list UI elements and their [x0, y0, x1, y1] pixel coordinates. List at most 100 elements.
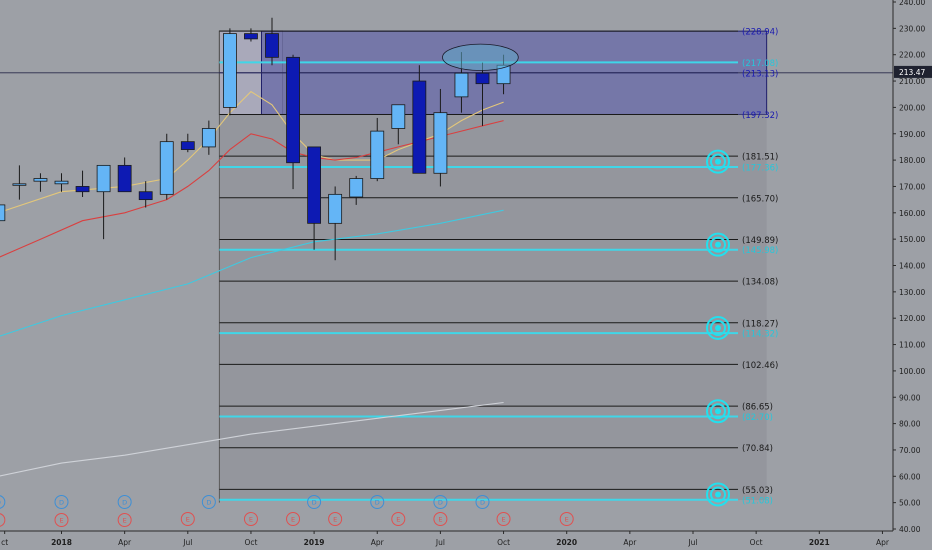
- candle[interactable]: [370, 117, 385, 182]
- dividend-marker[interactable]: D: [307, 495, 322, 509]
- earnings-marker[interactable]: E: [243, 512, 258, 526]
- earnings-circle: [286, 512, 301, 526]
- candle[interactable]: [33, 173, 48, 192]
- earnings-circle: [391, 512, 406, 526]
- earnings-letter: E: [249, 516, 253, 524]
- time-tick-label: Apr: [623, 538, 637, 547]
- candle[interactable]: [433, 88, 448, 187]
- dividend-letter: D: [59, 499, 64, 507]
- dividend-marker[interactable]: D: [433, 495, 448, 509]
- price-tick-label: 200.00: [899, 103, 925, 112]
- price-tick-label: 140.00: [899, 262, 925, 271]
- candle[interactable]: [391, 104, 406, 145]
- candle[interactable]: [75, 170, 90, 197]
- price-tick-label: 40.00: [899, 525, 921, 534]
- candle[interactable]: [349, 175, 364, 205]
- annotations-layer: [442, 43, 519, 71]
- candle-body: [138, 191, 153, 201]
- dividend-circle: [54, 495, 69, 509]
- candle[interactable]: [12, 165, 27, 200]
- candle[interactable]: [138, 181, 153, 208]
- dividend-marker[interactable]: D: [201, 495, 216, 509]
- earnings-marker[interactable]: E: [286, 512, 301, 526]
- level-label: (217.08): [742, 59, 778, 69]
- earnings-circle: [180, 512, 195, 526]
- candle[interactable]: [54, 173, 69, 192]
- candle[interactable]: [328, 186, 343, 261]
- target-icon: [706, 149, 730, 174]
- current-price-label: 213.47: [899, 68, 925, 77]
- dividend-marker[interactable]: D: [117, 495, 132, 509]
- earnings-circle: [0, 513, 6, 527]
- candle-body: [222, 33, 237, 108]
- price-tick-label: 90.00: [899, 393, 921, 402]
- level-label: (86.65): [742, 403, 773, 413]
- target-ring: [706, 149, 730, 174]
- earnings-marker[interactable]: E: [496, 512, 511, 526]
- earnings-marker[interactable]: E: [0, 513, 6, 527]
- dividend-marker[interactable]: D: [475, 495, 490, 509]
- target-ring: [706, 482, 730, 507]
- dividend-marker[interactable]: D: [0, 495, 6, 509]
- target-ring: [706, 399, 730, 424]
- price-axis[interactable]: 240.00 230.00 220.00 210.00 200.00 190.00 180.…: [892, 0, 932, 534]
- level-label: (197.32): [742, 111, 778, 121]
- time-tick-label: Jul: [435, 538, 445, 547]
- candle[interactable]: [180, 133, 195, 153]
- earnings-marker[interactable]: E: [328, 512, 343, 526]
- earnings-marker[interactable]: E: [559, 512, 574, 526]
- earnings-marker[interactable]: E: [54, 513, 69, 527]
- price-tick-label: 160.00: [899, 209, 925, 218]
- dividend-letter: D: [122, 499, 127, 507]
- dividend-marker[interactable]: D: [370, 495, 385, 509]
- dividend-marker[interactable]: D: [54, 495, 69, 509]
- candle-body: [75, 186, 90, 193]
- candle[interactable]: [244, 28, 258, 42]
- level-label: (51.08): [742, 496, 773, 506]
- earnings-marker[interactable]: E: [391, 512, 406, 526]
- price-tick-label: 210.00: [899, 77, 925, 86]
- price-tick-label: 130.00: [899, 288, 925, 297]
- time-tick-label: Apr: [876, 538, 890, 547]
- dividend-circle: [370, 495, 385, 509]
- moving-average-line: [0, 209, 504, 337]
- target-ring: [706, 315, 730, 340]
- dividend-circle: [433, 495, 448, 509]
- candles-layer[interactable]: [0, 17, 511, 261]
- price-tick-label: 50.00: [899, 499, 921, 508]
- event-markers-layer[interactable]: DDDDDDDDEEEEEEEEEEE: [0, 495, 574, 527]
- earnings-circle: [559, 512, 574, 526]
- candle[interactable]: [307, 146, 322, 250]
- candle-body: [475, 72, 490, 85]
- earnings-marker[interactable]: E: [117, 513, 132, 527]
- candle[interactable]: [159, 133, 174, 200]
- earnings-marker[interactable]: E: [433, 512, 448, 526]
- candle[interactable]: [222, 28, 237, 116]
- target-ring: [706, 232, 730, 257]
- candle[interactable]: [0, 202, 6, 226]
- target-ring: [710, 403, 726, 420]
- earnings-letter: E: [565, 516, 569, 524]
- candle[interactable]: [475, 62, 490, 126]
- candle[interactable]: [265, 17, 279, 66]
- level-label: (228.94): [742, 28, 778, 38]
- dividend-letter: D: [312, 499, 317, 507]
- earnings-marker[interactable]: E: [180, 512, 195, 526]
- candle[interactable]: [286, 54, 300, 190]
- candle[interactable]: [201, 120, 216, 155]
- candle[interactable]: [117, 157, 132, 193]
- dividend-letter: D: [206, 499, 211, 507]
- time-axis[interactable]: ct 2018 Apr Jul Oct 2019 Apr Jul Oct 2020 Apr Jul Oc…: [0, 530, 893, 547]
- target-markers-layer: [706, 149, 730, 507]
- earnings-letter: E: [59, 517, 63, 525]
- zones-layer: [218, 30, 768, 503]
- target-ring: [710, 486, 726, 503]
- candle-body: [286, 56, 300, 164]
- candle[interactable]: [412, 65, 427, 174]
- candle[interactable]: [96, 164, 111, 240]
- price-tick-label: 220.00: [899, 51, 925, 60]
- level-label: (177.36): [742, 164, 778, 174]
- time-tick-label: Jul: [687, 538, 697, 547]
- earnings-letter: E: [438, 516, 442, 524]
